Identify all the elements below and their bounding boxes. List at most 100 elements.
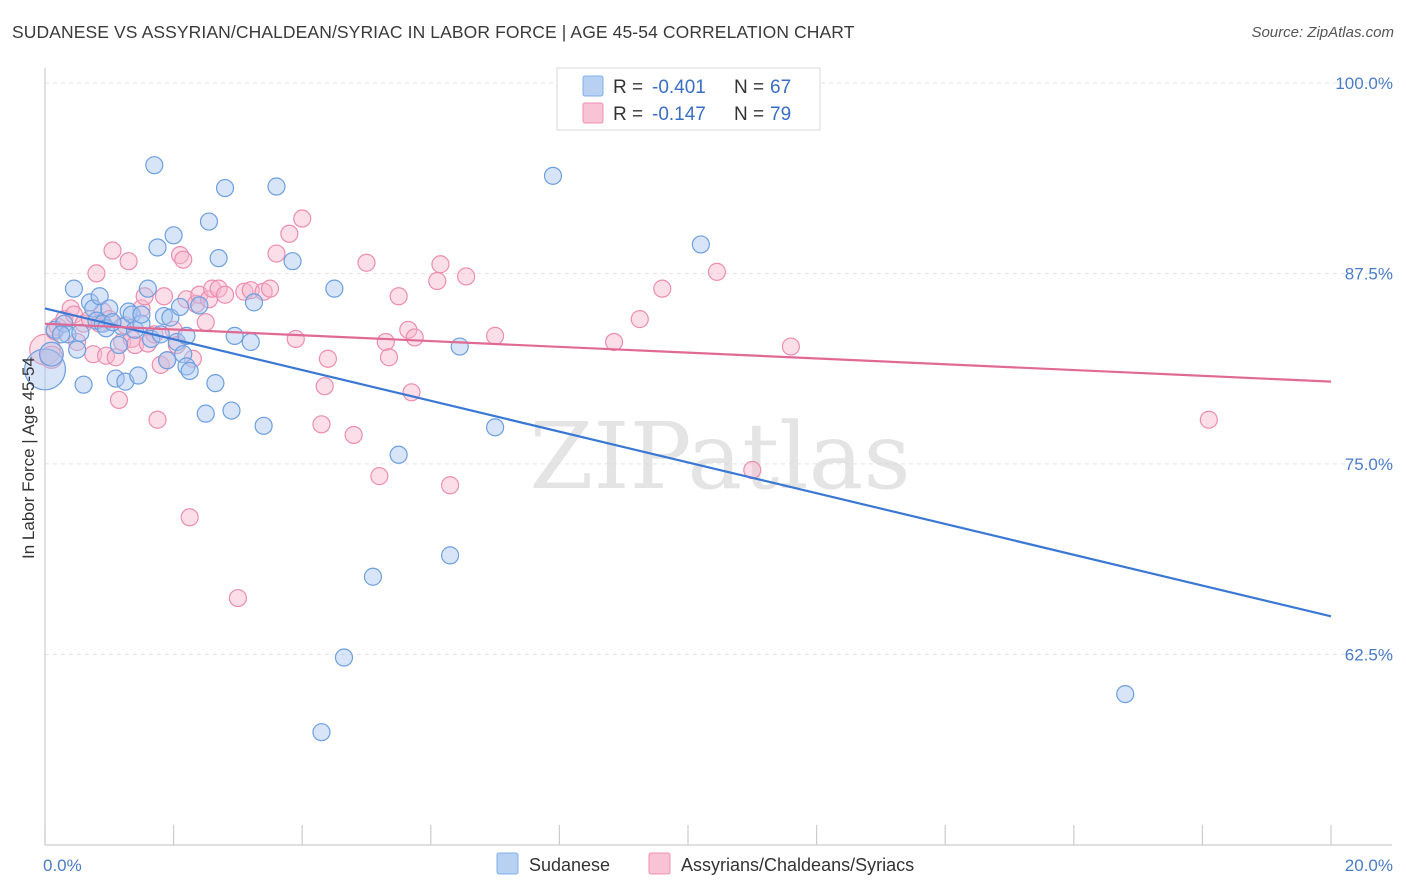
assyrians-point-60 <box>376 332 395 352</box>
assyrians-point-57 <box>344 425 363 445</box>
sudanese-point-51 <box>267 177 286 196</box>
legend-r-value-sudanese: -0.401 <box>652 77 706 98</box>
assyrians-point-52 <box>286 329 305 349</box>
axes <box>44 68 1392 846</box>
sudanese-point-39 <box>180 361 199 381</box>
assyrians-point-53 <box>293 209 312 228</box>
bottom-legend-swatch-assyrians <box>648 852 671 875</box>
y-tick-label-0: 100.0% <box>1335 74 1393 93</box>
assyrians-point-63 <box>399 320 418 339</box>
sudanese-point-64 <box>51 325 71 344</box>
legend-n-label-2: N = <box>734 104 764 125</box>
sudanese-point-14 <box>100 299 119 318</box>
sudanese-point-60 <box>486 418 505 437</box>
sudanese-point-5 <box>64 279 84 298</box>
sudanese-point-52 <box>283 252 302 271</box>
assyrians-point-54 <box>312 415 331 434</box>
sudanese-point-0 <box>24 348 66 391</box>
sudanese-point-50 <box>254 416 273 435</box>
sudanese-point-1 <box>38 341 64 367</box>
y-axis-title: In Labor Force | Age 45-54 <box>19 357 38 559</box>
sudanese-point-56 <box>363 567 383 586</box>
y-tick-label-1: 87.5% <box>1345 264 1393 283</box>
assyrians-point-27 <box>148 410 167 429</box>
assyrians-point-50 <box>267 244 286 263</box>
legend-r-label-1: R = <box>613 77 643 98</box>
legend-n-value-sudanese: 67 <box>770 77 791 98</box>
sudanese-point-16 <box>109 335 129 355</box>
sudanese-point-63 <box>1116 684 1135 704</box>
y-tick-label-3: 62.5% <box>1345 645 1393 664</box>
series-assyrians-points <box>29 209 1218 608</box>
assyrians-point-55 <box>315 377 334 396</box>
x-tick-label-1: 20.0% <box>1345 856 1393 875</box>
legend-swatch-sudanese <box>582 75 604 97</box>
watermark: ZIPatlas <box>529 403 910 510</box>
sudanese-point-45 <box>215 178 235 198</box>
y-tick-label-2: 75.0% <box>1345 455 1393 474</box>
sudanese-point-58 <box>440 546 460 565</box>
assyrians-point-66 <box>428 271 447 291</box>
assyrians-point-61 <box>379 348 399 367</box>
sudanese-point-40 <box>190 296 209 315</box>
sudanese-point-31 <box>158 351 177 370</box>
gridlines <box>45 82 1392 655</box>
assyrians-point-36 <box>180 508 199 527</box>
assyrians-point-18 <box>109 390 129 410</box>
assyrians-point-72 <box>630 310 649 329</box>
sudanese-point-49 <box>244 293 264 312</box>
assyrians-point-69 <box>457 267 476 286</box>
assyrians-point-71 <box>604 332 624 352</box>
sudanese-point-11 <box>90 287 109 306</box>
sudanese-point-25 <box>138 279 157 298</box>
bottom-legend-swatch-sudanese <box>496 852 519 875</box>
sudanese-point-7 <box>74 375 93 394</box>
sudanese-point-48 <box>241 332 260 352</box>
assyrians-point-49 <box>260 279 280 298</box>
assyrians-point-76 <box>781 337 800 356</box>
legend-r-value-assyrians: -0.147 <box>652 104 706 125</box>
sudanese-point-55 <box>334 648 354 667</box>
sudanese-point-47 <box>225 326 244 345</box>
series-sudanese-points <box>24 156 1135 742</box>
assyrians-point-45 <box>228 588 247 608</box>
legend-n-value-assyrians: 79 <box>770 104 791 125</box>
legend-r-label-2: R = <box>613 104 643 125</box>
series-legend: Sudanese Assyrians/Chaldeans/Syriacs <box>496 852 914 875</box>
sudanese-trend-line <box>44 307 1332 618</box>
assyrians-point-16 <box>103 241 122 260</box>
sudanese-point-30 <box>154 306 174 326</box>
assyrians-point-77 <box>1199 410 1218 429</box>
assyrians-point-20 <box>119 252 138 271</box>
sudanese-point-43 <box>206 374 225 393</box>
sudanese-point-61 <box>543 166 563 185</box>
assyrians-point-58 <box>357 253 376 272</box>
assyrians-point-40 <box>196 313 215 332</box>
assyrians-point-34 <box>174 250 193 269</box>
sudanese-point-20 <box>122 305 141 324</box>
sudanese-point-27 <box>145 156 164 175</box>
assyrians-point-70 <box>486 326 505 345</box>
assyrians-point-59 <box>370 467 389 486</box>
bottom-legend-label-sudanese: Sudanese <box>529 855 610 875</box>
x-tick-labels: 0.0% 20.0% <box>43 856 1393 875</box>
sudanese-point-22 <box>129 366 148 385</box>
assyrians-point-74 <box>707 262 727 281</box>
y-tick-labels: 100.0% 87.5% 75.0% 62.5% <box>1335 74 1393 665</box>
sudanese-point-35 <box>170 297 190 317</box>
assyrians-point-65 <box>405 328 424 347</box>
sudanese-point-37 <box>177 326 196 345</box>
sudanese-point-65 <box>71 323 90 342</box>
assyrians-point-51 <box>280 224 299 243</box>
sudanese-point-62 <box>691 235 710 254</box>
sudanese-point-41 <box>196 404 215 423</box>
legend-swatch-assyrians <box>582 102 604 124</box>
sudanese-point-57 <box>389 445 408 464</box>
assyrians-point-56 <box>318 349 338 368</box>
sudanese-point-28 <box>148 238 167 257</box>
sudanese-point-44 <box>209 249 228 268</box>
sudanese-point-42 <box>199 212 219 231</box>
trend-lines <box>44 307 1332 618</box>
bottom-legend-label-assyrians: Assyrians/Chaldeans/Syriacs <box>681 855 914 875</box>
legend-n-label-1: N = <box>734 77 764 98</box>
